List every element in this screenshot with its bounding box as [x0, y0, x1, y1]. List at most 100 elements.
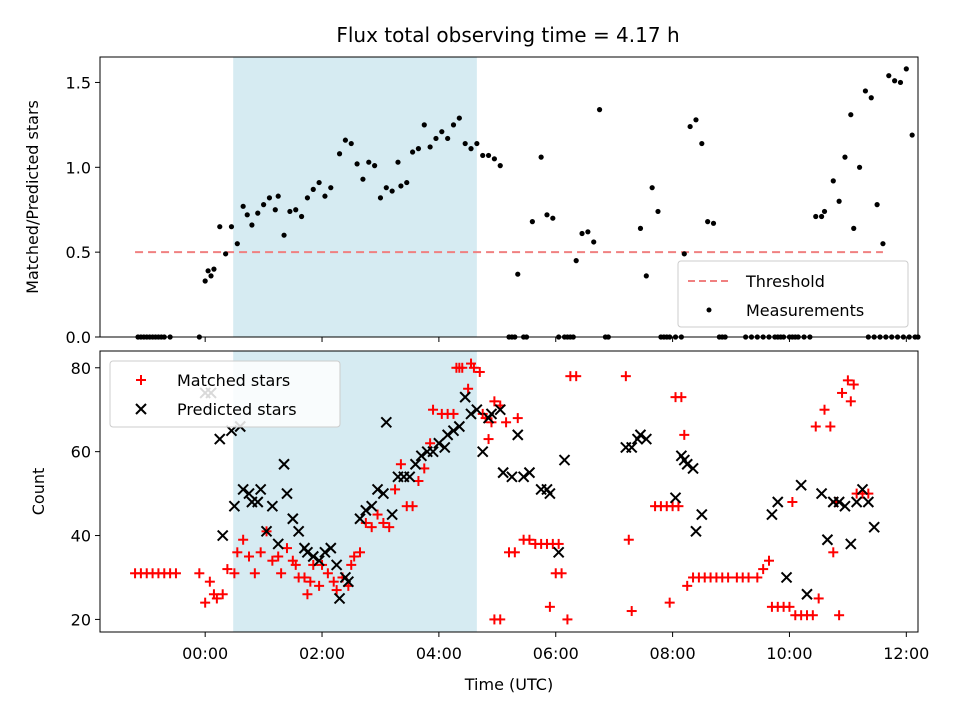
predicted-star-point	[780, 571, 793, 584]
matched-star-point	[784, 601, 795, 612]
top-y-tick-label: 1.0	[66, 158, 91, 177]
matched-star-point	[211, 593, 222, 604]
measurement-point	[389, 188, 395, 194]
measurement-point	[821, 208, 828, 215]
measurement-point	[874, 202, 880, 208]
top-y-tick-label: 0.5	[66, 243, 91, 262]
predicted-star-point	[868, 521, 880, 533]
predicted-star-point	[409, 458, 422, 470]
matched-star-point	[524, 534, 535, 545]
predicted-star-point	[815, 487, 828, 500]
top-y-axis-label: Matched/Predicted stars	[23, 100, 42, 294]
matched-star-point	[194, 568, 205, 579]
predicted-star-point	[459, 391, 471, 403]
measurement-point	[316, 179, 322, 186]
measurement-point	[281, 232, 287, 238]
legend-threshold-label: Threshold	[745, 272, 825, 291]
measurement-point	[637, 225, 644, 231]
matched-star-point	[512, 413, 523, 424]
measurement-point	[579, 230, 585, 237]
matched-star-point	[366, 522, 377, 533]
measurement-point	[687, 123, 693, 130]
predicted-star-point	[512, 429, 524, 441]
bottom-y-axis-label: Count	[29, 468, 48, 516]
matched-star-point	[305, 576, 316, 587]
top-panel: 0.0 0.5 1.0 1.5 Matched/Predicted stars Thr…	[23, 56, 921, 347]
matched-star-point	[483, 434, 494, 445]
predicted-star-point	[766, 508, 778, 521]
predicted-star-point	[333, 592, 346, 605]
predicted-star-point	[313, 554, 325, 567]
bottom-legend-box	[109, 360, 341, 428]
matched-star-point	[273, 551, 284, 562]
predicted-star-point	[403, 471, 416, 483]
predicted-star-point	[243, 487, 255, 500]
matched-star-point	[457, 362, 468, 373]
predicted-star-point	[386, 508, 398, 521]
predicted-star-point	[415, 450, 428, 462]
matched-star-point	[238, 534, 249, 545]
measurement-point	[903, 66, 909, 72]
predicted-star-point	[354, 513, 366, 525]
measurement-point	[649, 185, 655, 191]
matched-star-point	[428, 404, 439, 415]
predicted-star-point	[433, 437, 445, 449]
measurement-point	[515, 271, 521, 277]
matched-star-point	[562, 614, 573, 625]
predicted-star-point	[821, 534, 834, 546]
matched-star-point	[845, 396, 856, 407]
predicted-star-point	[862, 496, 875, 508]
legend-measurements-swatch	[706, 307, 712, 313]
measurement-point	[856, 164, 863, 170]
top-y-tick-label: 1.5	[66, 73, 91, 92]
measurement-point	[710, 220, 717, 226]
measurement-point	[383, 185, 389, 191]
matched-star-point	[378, 517, 389, 528]
matched-star-point	[474, 366, 485, 377]
measurement-point	[862, 88, 869, 94]
predicted-star-point	[228, 500, 241, 512]
matched-star-point	[217, 589, 228, 600]
matched-star-point	[302, 589, 313, 600]
predicted-star-point	[254, 483, 267, 496]
top-observing-window-span	[233, 57, 477, 337]
x-tick-label: 00:00	[182, 644, 228, 663]
predicted-star-point	[833, 496, 845, 508]
matched-star-point	[308, 559, 319, 570]
matched-star-point	[863, 488, 874, 499]
measurement-point	[217, 224, 223, 230]
predicted-star-point	[237, 483, 249, 496]
measurement-point	[398, 183, 404, 189]
predicted-star-point	[544, 487, 556, 500]
matched-star-point	[679, 429, 690, 440]
measurement-point	[529, 219, 535, 225]
predicted-star-point	[850, 496, 863, 508]
matched-star-point	[468, 362, 479, 373]
legend-measurements-label: Measurements	[746, 301, 864, 320]
matched-star-point	[425, 438, 436, 449]
measurement-point	[310, 186, 316, 192]
matched-star-point	[810, 421, 821, 432]
matched-star-point	[255, 547, 266, 558]
measurement-point	[395, 159, 401, 165]
measurement-point	[322, 193, 328, 199]
predicted-star-point	[497, 466, 509, 479]
matched-star-point	[395, 459, 406, 470]
measurement-point	[354, 161, 360, 167]
measurement-point	[293, 207, 299, 213]
predicted-star-point	[801, 588, 813, 600]
measurement-point	[693, 117, 699, 123]
matched-star-point	[346, 559, 357, 570]
matched-star-point	[501, 417, 512, 428]
bottom-x-ticks: 00:00 02:00 04:00 06:00 08:00 10:00 12:00	[182, 632, 929, 663]
matched-star-point	[676, 392, 687, 403]
predicted-star-point	[325, 542, 337, 554]
predicted-star-point	[839, 500, 851, 512]
matched-star-point	[553, 538, 564, 549]
matched-star-point	[743, 572, 754, 583]
top-x-ticks	[204, 337, 907, 342]
matched-star-point	[372, 509, 383, 520]
measurement-point	[328, 185, 334, 191]
measurement-point	[830, 178, 836, 184]
predicted-star-point	[669, 492, 682, 504]
